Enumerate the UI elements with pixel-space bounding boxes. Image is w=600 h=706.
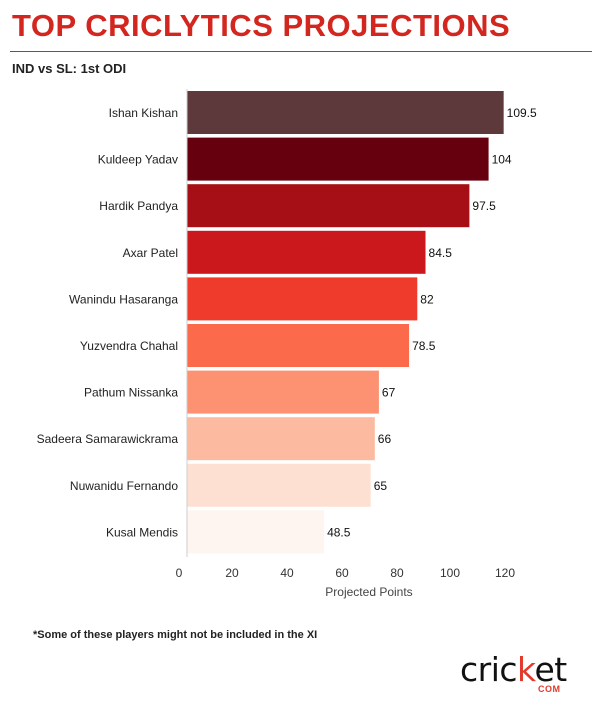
x-tick-label: 0 (176, 566, 183, 580)
data-label: 78.5 (412, 339, 436, 353)
data-label: 48.5 (327, 525, 351, 539)
x-tick-label: 20 (225, 566, 239, 580)
category-label: Pathum Nissanka (84, 386, 178, 400)
category-label: Axar Patel (123, 246, 178, 260)
chart-title: TOP CRICLYTICS PROJECTIONS (12, 8, 511, 43)
category-label: Nuwanidu Fernando (70, 479, 178, 493)
logo-wordmark: cricket (460, 650, 567, 689)
bar (187, 370, 379, 414)
x-tick-label: 120 (495, 566, 515, 580)
data-label: 66 (378, 432, 392, 446)
logo-suffix: COM (538, 684, 561, 694)
data-label: 104 (492, 153, 512, 167)
x-tick-label: 60 (335, 566, 349, 580)
bar (187, 417, 375, 461)
category-label: Hardik Pandya (99, 199, 178, 213)
bar (187, 91, 504, 134)
x-tick-label: 40 (280, 566, 294, 580)
footnote: *Some of these players might not be incl… (33, 629, 318, 641)
chart-subtitle: IND vs SL: 1st ODI (12, 61, 127, 76)
x-tick-label: 100 (440, 566, 460, 580)
data-label: 67 (382, 386, 396, 400)
category-label: Ishan Kishan (109, 106, 178, 120)
title-divider (10, 51, 592, 52)
category-label: Yuzvendra Chahal (80, 339, 178, 353)
data-label: 84.5 (429, 246, 453, 260)
bar-chart: Ishan Kishan 109.5 Kuldeep Yadav 104 Hardik … (37, 89, 537, 599)
category-label: Sadeera Samarawickrama (37, 432, 179, 446)
x-axis-label: Projected Points (325, 585, 412, 599)
x-tick-label: 80 (390, 566, 404, 580)
data-label: 97.5 (472, 199, 496, 213)
category-label: Kuldeep Yadav (98, 153, 178, 167)
category-label: Wanindu Hasaranga (69, 292, 178, 306)
cricket-com-logo: cricket COM (460, 650, 575, 698)
bar (187, 184, 470, 228)
bar (187, 324, 410, 367)
category-label: Kusal Mendis (106, 525, 178, 539)
data-label: 109.5 (507, 106, 537, 120)
bar (187, 277, 418, 321)
bar (187, 230, 426, 274)
bar (187, 463, 371, 507)
data-label: 65 (374, 479, 388, 493)
data-label: 82 (420, 292, 434, 306)
bar (187, 137, 489, 181)
bar (187, 510, 325, 554)
